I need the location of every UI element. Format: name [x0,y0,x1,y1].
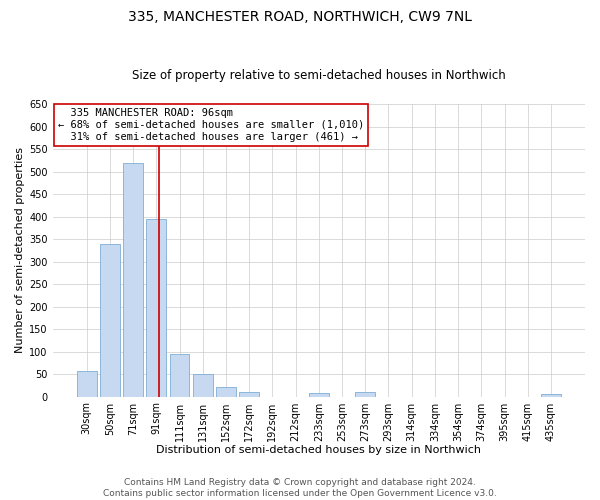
Bar [100,244,120,396]
Bar [355,392,375,396]
Bar [216,386,236,396]
Bar [146,219,166,396]
X-axis label: Distribution of semi-detached houses by size in Northwich: Distribution of semi-detached houses by … [157,445,481,455]
Title: Size of property relative to semi-detached houses in Northwich: Size of property relative to semi-detach… [132,69,506,82]
Text: 335, MANCHESTER ROAD, NORTHWICH, CW9 7NL: 335, MANCHESTER ROAD, NORTHWICH, CW9 7NL [128,10,472,24]
Bar [239,392,259,396]
Bar [170,354,190,397]
Bar [309,393,329,396]
Text: 335 MANCHESTER ROAD: 96sqm
← 68% of semi-detached houses are smaller (1,010)
  3: 335 MANCHESTER ROAD: 96sqm ← 68% of semi… [58,108,364,142]
Y-axis label: Number of semi-detached properties: Number of semi-detached properties [15,148,25,354]
Bar [123,162,143,396]
Bar [541,394,561,396]
Text: Contains HM Land Registry data © Crown copyright and database right 2024.
Contai: Contains HM Land Registry data © Crown c… [103,478,497,498]
Bar [193,374,212,396]
Bar [77,371,97,396]
